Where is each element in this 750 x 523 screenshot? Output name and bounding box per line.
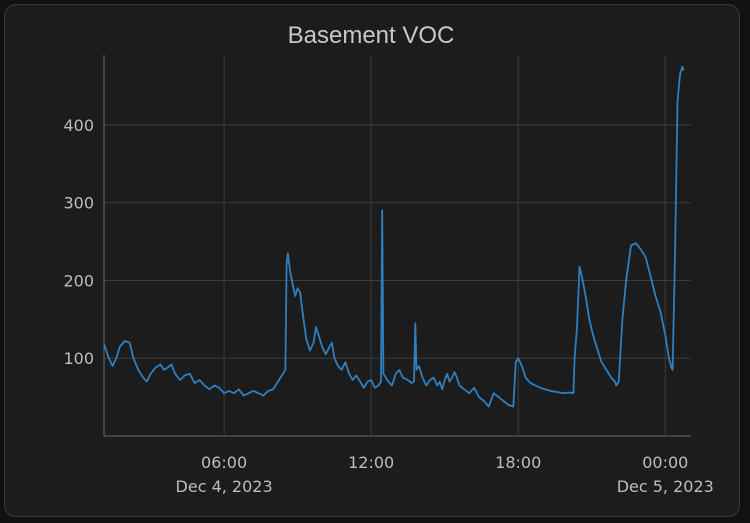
y-tick-label: 400 <box>63 116 94 135</box>
x-tick-sublabel: Dec 5, 2023 <box>617 477 714 496</box>
grid-lines <box>104 55 691 436</box>
x-tick-label: 18:00 <box>495 453 541 472</box>
chart-title: Basement VOC <box>287 22 455 49</box>
y-tick-labels: 100 200 300 400 <box>63 116 94 368</box>
chart-card <box>4 4 740 517</box>
x-tick-label: 06:00 <box>201 453 247 472</box>
x-tick-sublabel: Dec 4, 2023 <box>176 477 273 496</box>
axes <box>103 55 691 437</box>
series-group <box>103 65 685 408</box>
x-tick-labels: 06:00 Dec 4, 2023 12:00 18:00 00:00 Dec 5, 20… <box>176 453 714 496</box>
x-tick-label: 12:00 <box>348 453 394 472</box>
y-tick-label: 200 <box>63 271 94 290</box>
x-tick-label: 00:00 <box>642 453 688 472</box>
y-tick-label: 300 <box>63 194 94 213</box>
y-tick-label: 100 <box>63 349 94 368</box>
series-line <box>103 65 685 408</box>
